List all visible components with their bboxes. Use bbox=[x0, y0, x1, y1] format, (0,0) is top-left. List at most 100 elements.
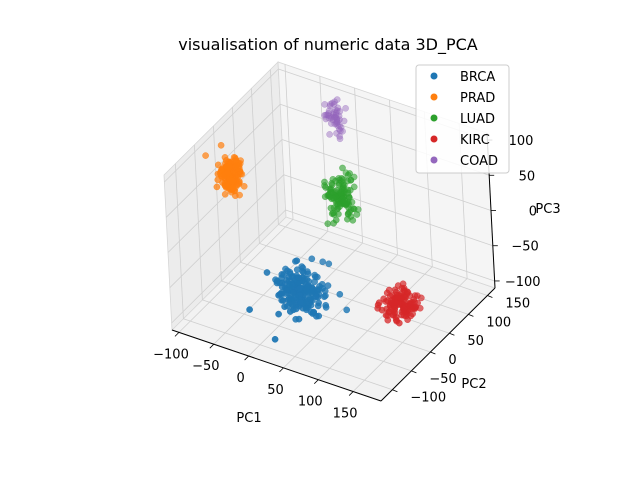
point-prad bbox=[236, 179, 243, 187]
point-prad bbox=[225, 162, 233, 170]
point-luad bbox=[326, 185, 333, 193]
x-tick-mark bbox=[314, 379, 319, 384]
point-brca bbox=[263, 269, 271, 276]
point-coad bbox=[334, 104, 342, 112]
x-tick-mark bbox=[174, 332, 180, 337]
point-coad bbox=[331, 98, 338, 106]
z-tick-label: 100 bbox=[509, 134, 534, 149]
x-grid-line bbox=[283, 254, 398, 369]
point-coad bbox=[330, 111, 337, 118]
point-brca bbox=[314, 302, 322, 310]
point-brca bbox=[308, 255, 316, 263]
y-tick-mark bbox=[468, 313, 474, 317]
point-prad bbox=[228, 177, 236, 185]
point-coad bbox=[333, 107, 341, 115]
point-coad bbox=[333, 115, 341, 123]
point-brca bbox=[283, 286, 291, 294]
point-luad bbox=[333, 205, 341, 213]
point-brca bbox=[322, 301, 330, 309]
chart-title: visualisation of numeric data 3D_PCA bbox=[178, 35, 478, 55]
x-tick-label: 50 bbox=[267, 383, 284, 398]
point-coad bbox=[335, 112, 343, 120]
point-brca bbox=[289, 301, 296, 308]
point-brca bbox=[336, 290, 344, 298]
point-coad bbox=[331, 106, 339, 114]
z-tick-label: 0 bbox=[529, 205, 537, 220]
point-coad bbox=[334, 122, 341, 130]
point-luad bbox=[332, 216, 340, 224]
point-prad bbox=[202, 152, 209, 159]
legend-label-kirc: KIRC bbox=[460, 133, 490, 148]
y-tick-label: 0 bbox=[448, 353, 456, 368]
z-grid-line bbox=[283, 174, 493, 247]
point-luad bbox=[344, 171, 352, 179]
point-brca bbox=[289, 288, 297, 296]
legend-marker-coad bbox=[430, 156, 438, 164]
point-coad bbox=[325, 114, 333, 122]
point-coad bbox=[333, 116, 341, 124]
z-grid-line bbox=[164, 68, 279, 183]
y-tick-mark bbox=[487, 295, 493, 298]
point-kirc bbox=[400, 307, 407, 315]
point-brca bbox=[275, 310, 282, 318]
point-coad bbox=[333, 129, 340, 137]
point-prad bbox=[214, 176, 222, 184]
tick-labels: −100−50050100150−100−50050100150−100−500… bbox=[153, 134, 540, 422]
point-luad bbox=[321, 178, 328, 186]
point-brca bbox=[271, 335, 279, 343]
point-kirc bbox=[395, 319, 403, 327]
point-coad bbox=[330, 109, 338, 116]
point-kirc bbox=[417, 294, 425, 302]
y-tick-mark bbox=[449, 332, 455, 336]
y-tick-mark bbox=[392, 389, 398, 393]
point-brca bbox=[296, 284, 304, 292]
legend-label-prad: PRAD bbox=[460, 91, 495, 106]
point-brca bbox=[319, 285, 326, 292]
point-luad bbox=[344, 215, 351, 223]
point-luad bbox=[330, 195, 337, 202]
legend-box bbox=[415, 64, 510, 174]
point-brca bbox=[246, 306, 253, 313]
point-kirc bbox=[391, 305, 399, 313]
point-brca bbox=[295, 274, 303, 282]
point-coad bbox=[324, 111, 331, 119]
y-grid-line bbox=[259, 243, 469, 315]
point-coad bbox=[322, 115, 330, 123]
point-coad bbox=[327, 120, 335, 127]
point-coad bbox=[332, 120, 340, 127]
point-coad bbox=[325, 112, 333, 120]
legend-label-coad: COAD bbox=[460, 154, 498, 169]
legend-label-luad: LUAD bbox=[460, 112, 495, 127]
point-brca bbox=[275, 291, 282, 299]
x-tick-label: 0 bbox=[236, 371, 244, 386]
z-tick-label: −100 bbox=[505, 275, 541, 290]
point-coad bbox=[334, 118, 341, 126]
point-coad bbox=[322, 111, 330, 119]
point-coad bbox=[332, 109, 340, 117]
point-kirc bbox=[380, 295, 388, 303]
z-tick-label: −50 bbox=[511, 240, 538, 255]
x-tick-mark bbox=[348, 391, 354, 396]
point-coad bbox=[326, 102, 334, 110]
point-prad bbox=[213, 183, 221, 191]
point-luad bbox=[337, 188, 344, 196]
legend-marker-kirc bbox=[430, 135, 438, 143]
y-grid-line bbox=[202, 299, 412, 372]
y-axis-label: PC2 bbox=[461, 377, 486, 392]
point-coad bbox=[342, 104, 349, 112]
point-coad bbox=[327, 113, 335, 121]
x-axis-label: PC1 bbox=[236, 411, 261, 426]
z-grid-line bbox=[171, 209, 286, 324]
data-points bbox=[202, 96, 425, 343]
point-kirc bbox=[404, 289, 412, 296]
point-prad bbox=[237, 170, 244, 178]
point-coad bbox=[329, 116, 337, 124]
point-brca bbox=[304, 270, 312, 278]
x-grid-line bbox=[318, 266, 433, 380]
point-coad bbox=[331, 113, 339, 121]
x-tick-label: 150 bbox=[333, 407, 358, 422]
point-kirc bbox=[412, 304, 419, 312]
point-brca bbox=[304, 289, 312, 296]
